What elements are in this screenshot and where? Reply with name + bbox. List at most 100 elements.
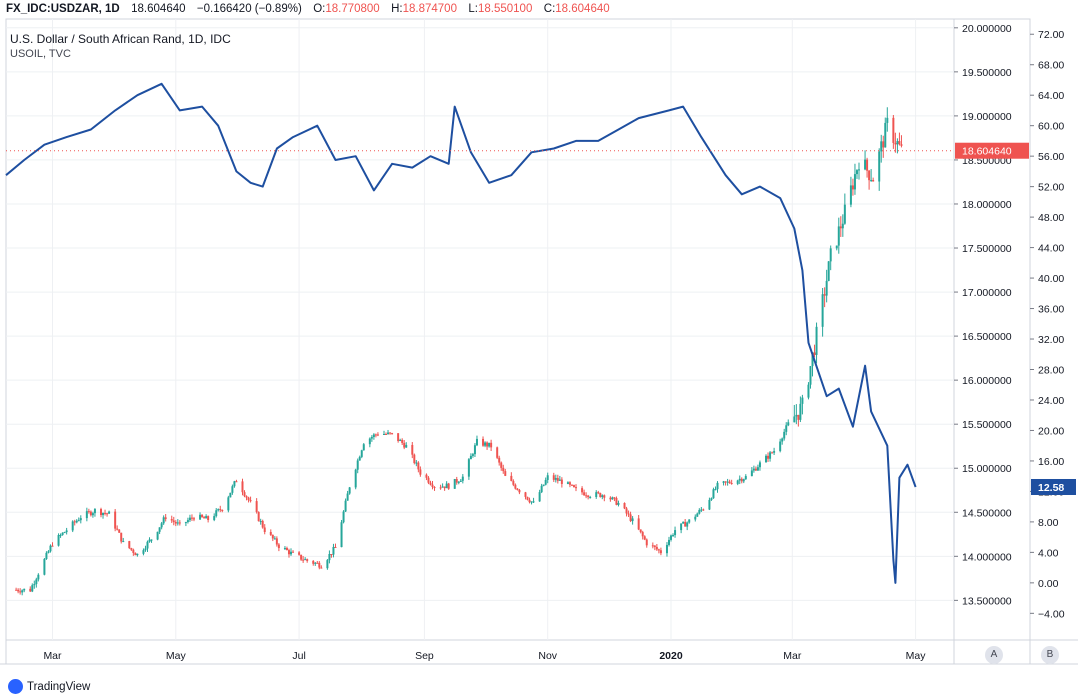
candle-body: [696, 513, 699, 517]
candle-body: [625, 508, 628, 514]
candle-body: [108, 511, 111, 514]
candle-body: [273, 538, 276, 540]
symbol-header: FX_IDC:USDZAR, 1D 18.604640 −0.166420 (−…: [0, 0, 1078, 18]
candle-body: [698, 510, 701, 514]
candle-body: [397, 433, 400, 442]
candle-body: [316, 562, 319, 564]
candle-body: [320, 567, 323, 569]
candle-body: [425, 474, 428, 478]
tradingview-logo[interactable]: TradingView: [8, 679, 90, 694]
overlay-scale-button[interactable]: B: [1041, 646, 1059, 664]
candle-body: [326, 560, 329, 569]
candle-body: [150, 539, 153, 541]
usdzar-tick-label: 19.500000: [962, 67, 1012, 79]
candle-body: [566, 482, 569, 484]
candle-body: [441, 486, 444, 488]
candle-body: [556, 478, 559, 481]
candle-body: [415, 462, 418, 464]
candle-body: [413, 454, 416, 463]
candle-body: [176, 522, 179, 524]
usoil-tick-label: 4.00: [1038, 547, 1059, 559]
candle-body: [738, 478, 741, 481]
candle-body: [595, 492, 598, 498]
auto-scale-button[interactable]: A: [985, 646, 1003, 664]
candle-body: [471, 454, 474, 456]
candle-body: [87, 511, 90, 513]
x-tick-label: Nov: [538, 650, 557, 662]
candle-body: [637, 518, 640, 530]
candle-body: [843, 204, 846, 224]
candle-body: [332, 546, 335, 555]
candle-body: [623, 502, 626, 509]
candle-body: [429, 482, 432, 485]
tradingview-logo-icon: [8, 679, 23, 694]
candle-body: [354, 469, 357, 488]
candle-body: [33, 584, 36, 586]
candle-body: [205, 516, 208, 519]
candle-body: [330, 554, 333, 556]
candle-body: [568, 482, 571, 485]
candle-body: [300, 554, 303, 560]
candle-body: [51, 545, 54, 547]
candle-body: [496, 447, 499, 458]
candle-body: [823, 294, 826, 296]
candle-body: [587, 495, 590, 498]
candle-body: [841, 223, 844, 229]
candle-body: [765, 455, 768, 463]
candle-body: [795, 414, 798, 417]
usdzar-tick-label: 17.500000: [962, 243, 1012, 255]
candle-body: [160, 523, 163, 528]
candle-body: [201, 514, 204, 518]
candle-body: [184, 522, 187, 524]
symbol-name[interactable]: FX_IDC:USDZAR, 1D: [6, 3, 120, 15]
candle-body: [767, 455, 770, 459]
candle-body: [360, 450, 363, 457]
candle-body: [162, 517, 165, 524]
candle-body: [362, 444, 365, 451]
candle-body: [419, 469, 422, 475]
candle-body: [878, 151, 881, 182]
candle-body: [348, 487, 351, 494]
candle-body: [122, 541, 125, 543]
candle-body: [540, 485, 543, 493]
candle-body: [142, 550, 145, 554]
candle-body: [631, 518, 634, 522]
candle-body: [526, 496, 529, 500]
candle-body: [714, 489, 717, 491]
candle-body: [793, 416, 796, 423]
candle-body: [170, 519, 173, 521]
candle-body: [700, 509, 703, 511]
overlay-series-legend[interactable]: USOIL, TVC: [10, 48, 71, 60]
candle-body: [340, 522, 343, 548]
candle-body: [657, 549, 660, 551]
main-series-legend[interactable]: U.S. Dollar / South African Rand, 1D, ID…: [10, 32, 231, 46]
candle-body: [880, 141, 883, 152]
candle-body: [752, 468, 755, 471]
usoil-tick-label: −4.00: [1038, 608, 1065, 620]
candle-body: [457, 481, 460, 483]
candle-body: [530, 501, 533, 503]
candle-body: [158, 527, 161, 532]
usoil-tick-label: 48.00: [1038, 212, 1064, 224]
candle-body: [552, 475, 555, 480]
candle-body: [799, 403, 802, 420]
candle-body: [102, 512, 105, 516]
candle-body: [615, 498, 618, 505]
candle-body: [85, 511, 88, 519]
candle-body: [292, 551, 295, 553]
candle-body: [235, 481, 238, 483]
candle-body: [807, 384, 810, 398]
candle-body: [63, 532, 66, 534]
candle-body: [855, 170, 858, 175]
candle-body: [781, 438, 784, 442]
candle-body: [680, 523, 683, 531]
candle-body: [221, 510, 224, 512]
candle-body: [754, 468, 757, 471]
candle-body: [389, 432, 392, 434]
candle-body: [736, 480, 739, 484]
usoil-tick-label: 60.00: [1038, 121, 1064, 133]
candle-body: [813, 352, 816, 355]
candle-body: [178, 522, 181, 524]
candle-body: [498, 457, 501, 463]
